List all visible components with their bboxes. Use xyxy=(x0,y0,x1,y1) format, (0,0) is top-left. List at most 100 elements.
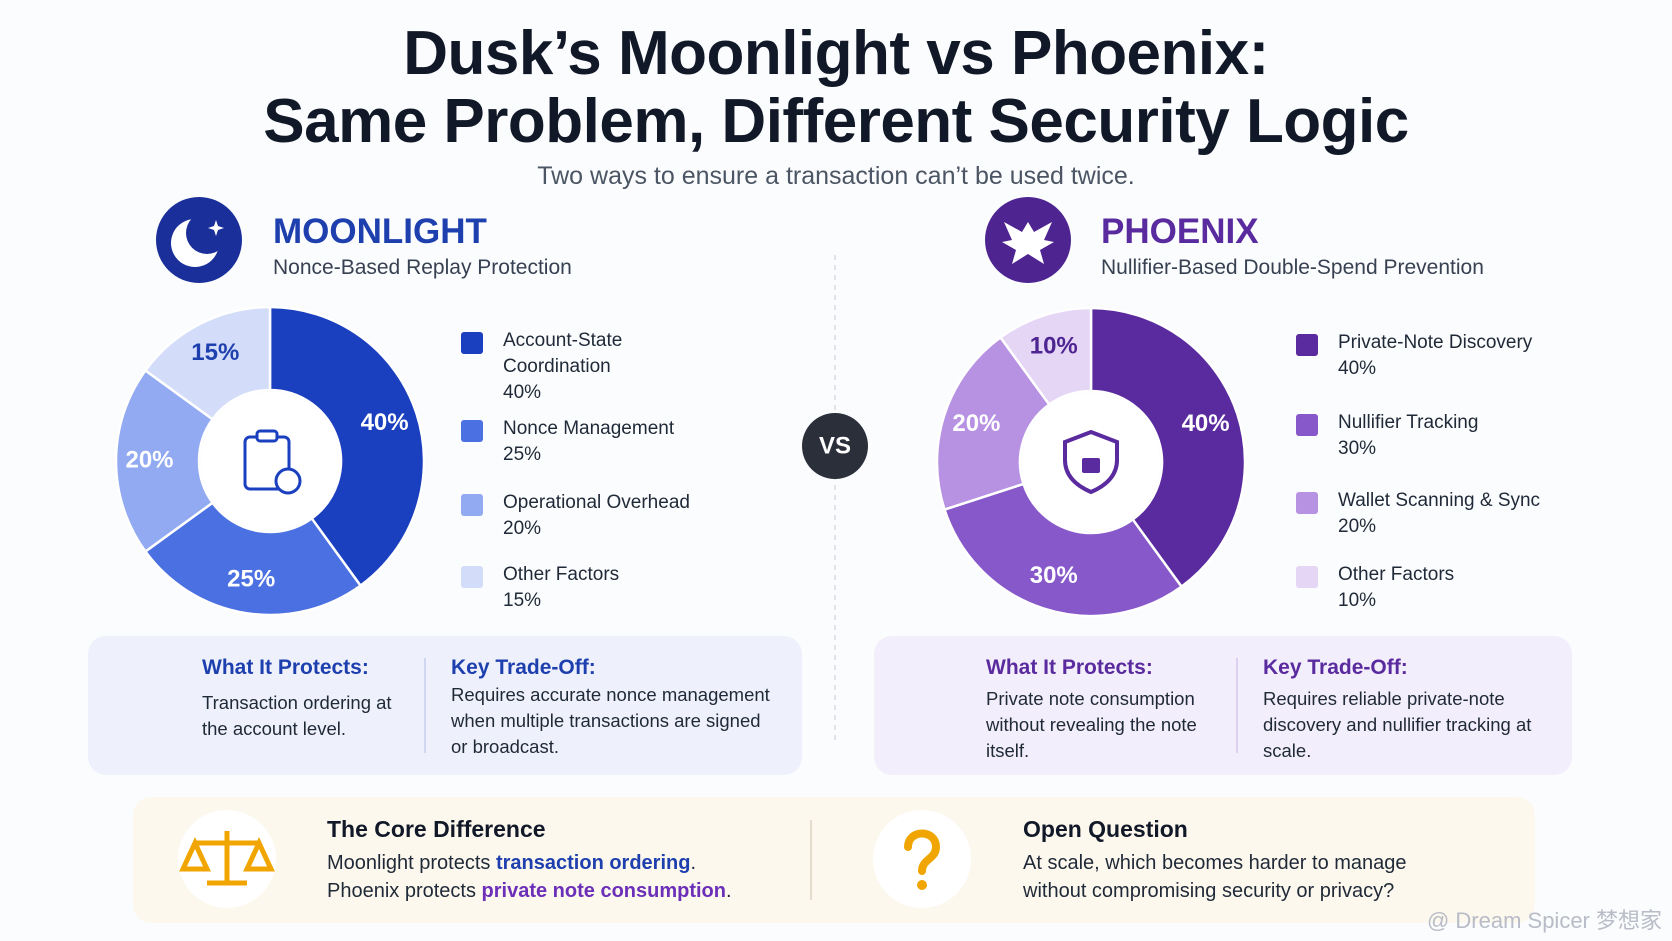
legend-swatch xyxy=(1296,414,1318,436)
legend-swatch xyxy=(461,420,483,442)
legend-value: 10% xyxy=(1338,590,1377,611)
legend-name: Nonce Management xyxy=(503,418,675,439)
text: Phoenix protects xyxy=(327,880,482,902)
highlight: private note consumption xyxy=(481,880,726,902)
donuts: 40% 25% 20% 15% 40% 30% 20% 10% xyxy=(114,305,1247,618)
chart-subtitle: Nullifier-Based Double-Spend Prevention xyxy=(1101,256,1484,279)
panel-text: Requires reliable private-note discovery… xyxy=(1263,688,1532,761)
slice-label: 40% xyxy=(1182,410,1230,437)
panel-text: Private note consumption without reveali… xyxy=(986,688,1197,761)
star-icon xyxy=(208,220,224,236)
legend-item: Operational Overhead 20% xyxy=(503,490,718,542)
icon-bg xyxy=(873,810,971,908)
moon-icon xyxy=(186,212,228,254)
slice xyxy=(1089,306,1247,589)
legend-swatch xyxy=(1296,566,1318,588)
footer-heading: The Core Difference xyxy=(327,816,546,842)
phoenix-icon xyxy=(1002,222,1054,264)
legend-item: Wallet Scanning & Sync 20% xyxy=(1338,488,1608,540)
legend-item: Account-State Coordination 40% xyxy=(503,328,718,406)
chart-title: PHOENIX xyxy=(1101,212,1259,251)
separator xyxy=(810,820,812,900)
slice xyxy=(942,482,1184,618)
slice xyxy=(268,305,426,588)
legend-value: 40% xyxy=(503,382,542,403)
footer-panel xyxy=(133,797,1535,923)
footer-text: At scale, which becomes harder to manage… xyxy=(1023,852,1407,902)
separator xyxy=(424,658,426,753)
legend-swatch xyxy=(461,332,483,354)
chart-subtitle: Nonce-Based Replay Protection xyxy=(273,256,572,279)
slice-label: 20% xyxy=(125,446,173,473)
footer-line: Moonlight protects transaction ordering. xyxy=(327,849,732,877)
slice xyxy=(143,500,363,617)
slice-label: 30% xyxy=(1030,562,1078,589)
chart-title: MOONLIGHT xyxy=(273,212,487,251)
shield-icon xyxy=(1063,429,1119,495)
legend-name: Private-Note Discovery xyxy=(1338,332,1533,353)
subtitle: Two ways to ensure a transaction can’t b… xyxy=(537,162,1135,190)
legend-name: Other Factors xyxy=(503,564,620,585)
legend-item: Other Factors 15% xyxy=(503,562,718,614)
vs-label: VS xyxy=(819,432,851,459)
title: Dusk’s Moonlight vs Phoenix: xyxy=(403,19,1269,88)
legend-name: Wallet Scanning & Sync xyxy=(1338,490,1541,511)
text: Moonlight protects xyxy=(327,852,496,874)
scale-icon xyxy=(178,810,276,908)
panel xyxy=(88,636,802,775)
lock-icon xyxy=(1082,458,1100,473)
slice xyxy=(143,305,272,422)
legend-value: 30% xyxy=(1338,438,1377,459)
slice-label: 25% xyxy=(227,565,275,592)
separator xyxy=(1236,658,1238,753)
legend-name: Account-State Coordination xyxy=(503,330,623,377)
highlight: transaction ordering xyxy=(495,852,691,874)
user-icon xyxy=(274,467,302,495)
slice xyxy=(998,306,1093,407)
slice-label: 10% xyxy=(1030,333,1078,360)
legend-swatch xyxy=(461,566,483,588)
panel-heading: Key Trade-Off: xyxy=(1263,656,1408,679)
slice-label: 40% xyxy=(361,409,409,436)
legend-swatch xyxy=(1296,334,1318,356)
legend-item: Other Factors 10% xyxy=(1338,562,1608,614)
panel-text: Transaction ordering at the account leve… xyxy=(202,692,392,739)
text: . xyxy=(726,880,732,902)
vs-badge xyxy=(802,413,868,479)
legend-value: 20% xyxy=(1338,516,1377,537)
clipboard-icon xyxy=(255,429,279,443)
watermark: @ Dream Spicer 梦想家 xyxy=(1426,908,1662,933)
legend-swatch xyxy=(461,494,483,516)
scale xyxy=(179,831,275,886)
question-mark xyxy=(904,829,941,875)
panel-heading: What It Protects: xyxy=(986,656,1153,679)
panel-heading: What It Protects: xyxy=(202,656,369,679)
legend-value: 15% xyxy=(503,590,542,611)
panel-text: Requires accurate nonce management when … xyxy=(451,684,770,757)
legend-value: 40% xyxy=(1338,358,1377,379)
donut-hole xyxy=(201,392,339,530)
legend-item: Private-Note Discovery 40% xyxy=(1338,330,1608,382)
text: . xyxy=(690,852,697,874)
panel-heading: Key Trade-Off: xyxy=(451,656,596,679)
footer-heading: Open Question xyxy=(1023,816,1188,842)
slice-label: 20% xyxy=(952,410,1000,437)
question-mark xyxy=(917,880,927,890)
question-icon xyxy=(873,810,971,908)
panel xyxy=(874,636,1572,775)
legend-value: 25% xyxy=(503,444,542,465)
title: Same Problem, Different Security Logic xyxy=(263,87,1409,156)
legend-item: Nullifier Tracking 30% xyxy=(1338,410,1608,462)
legend-name: Other Factors xyxy=(1338,564,1455,585)
legend-name: Nullifier Tracking xyxy=(1338,412,1479,433)
footer-lines: Moonlight protects transaction ordering.… xyxy=(327,849,732,905)
legend-swatch xyxy=(1296,492,1318,514)
legend-name: Operational Overhead xyxy=(503,492,690,513)
slice xyxy=(935,335,1052,512)
footer-line: Phoenix protects private note consumptio… xyxy=(327,877,732,905)
slice-label: 15% xyxy=(191,339,239,366)
legend-item: Nonce Management 25% xyxy=(503,416,718,468)
legend-value: 20% xyxy=(503,518,542,539)
